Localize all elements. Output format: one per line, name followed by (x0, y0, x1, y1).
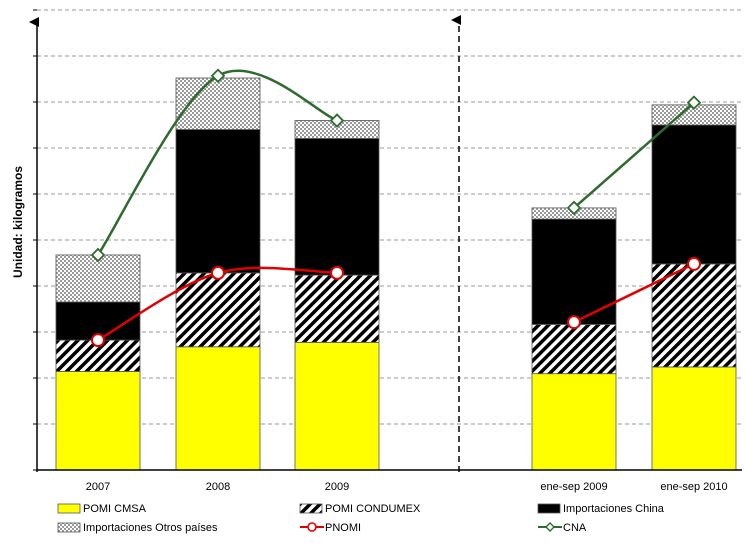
pnomi-point (567, 315, 581, 330)
bar-segment (651, 366, 737, 471)
pnomi-point (687, 256, 701, 271)
cna-point (566, 200, 582, 216)
cna-point (686, 95, 702, 110)
legend-swatch (537, 503, 561, 514)
legend-swatch (299, 503, 323, 514)
bar-segment (531, 323, 617, 375)
legend-swatch (57, 522, 81, 533)
x-tick-label: ene-sep 2009 (540, 481, 607, 493)
x-tick-labels: 2007 2008 2009 ene-sep 2009 ene-sep 2010 (86, 481, 728, 493)
bar-segment (55, 254, 141, 303)
legend-label: CNA (563, 522, 587, 534)
x-tick-label: 2007 (86, 481, 110, 493)
x-tick-label: 2008 (206, 481, 230, 493)
legend-label: POMI CMSA (83, 503, 147, 515)
cna-point (210, 68, 226, 84)
x-tick-label: ene-sep 2010 (660, 481, 727, 493)
series-line (573, 101, 695, 209)
legend-label: Importaciones Otros países (83, 522, 218, 534)
legend-label: Importaciones China (563, 503, 665, 515)
x-tick-label: 2009 (325, 481, 349, 493)
legend-marker (545, 522, 555, 532)
pnomi-point (91, 333, 105, 348)
cna-point (329, 113, 345, 128)
axes (29, 9, 742, 472)
legend-label: POMI CONDUMEX (325, 503, 421, 515)
bar-segment (175, 346, 261, 471)
bar-segment (294, 138, 380, 276)
bar-segment (55, 371, 141, 471)
legend-label: PNOMI (325, 522, 361, 534)
bar-segment (651, 124, 737, 265)
legend-marker (307, 522, 317, 532)
bar-segment (294, 274, 380, 343)
bars (55, 77, 737, 471)
cna-point (90, 247, 106, 263)
pnomi-point (211, 265, 225, 280)
series-line (573, 262, 695, 324)
bar-segment (531, 218, 617, 325)
legend: POMI CMSA POMI CONDUMEX Importaciones Chin… (57, 503, 665, 534)
bar-segment (175, 129, 261, 274)
bar-segment (531, 373, 617, 471)
bar-segment (294, 341, 380, 471)
series-lines (90, 68, 702, 348)
pnomi-point (330, 265, 344, 280)
gridlines (37, 9, 742, 425)
legend-swatch (57, 503, 81, 514)
y-axis-label: Unidad: kilogramos (11, 166, 25, 278)
